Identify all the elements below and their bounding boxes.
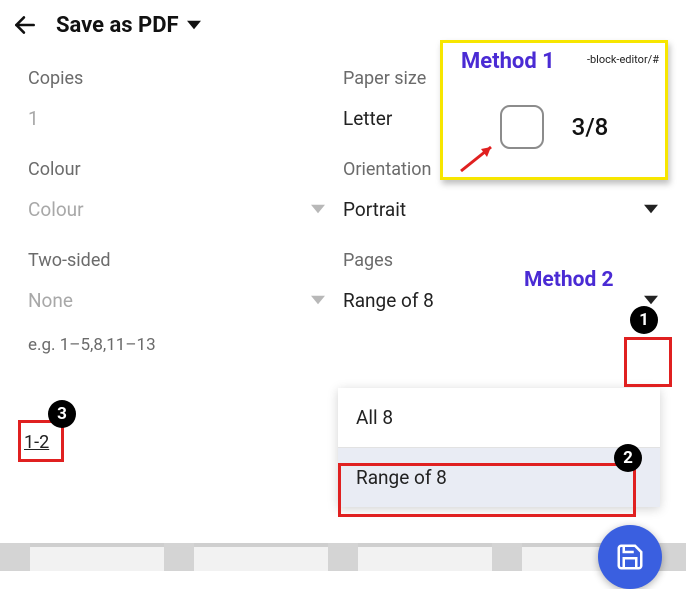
chevron-down-icon bbox=[644, 295, 658, 305]
two-sided-label: Two-sided bbox=[28, 250, 325, 271]
chevron-down-icon bbox=[311, 204, 325, 214]
range-hint: e.g. 1–5,8,11–13 bbox=[28, 335, 325, 355]
dropdown-caret-icon bbox=[187, 18, 201, 32]
chevron-down-icon bbox=[311, 295, 325, 305]
colour-select: Colour bbox=[28, 194, 325, 224]
preview-thumbnail[interactable] bbox=[30, 543, 164, 571]
page-select-checkbox[interactable] bbox=[500, 105, 544, 149]
arrow-icon bbox=[457, 141, 499, 179]
pages-option-all[interactable]: All 8 bbox=[338, 388, 660, 447]
copies-label: Copies bbox=[28, 68, 325, 89]
preview-thumbnail[interactable] bbox=[194, 543, 328, 571]
step-badge-2: 2 bbox=[614, 444, 642, 472]
colour-label: Colour bbox=[28, 159, 325, 180]
step-badge-3: 3 bbox=[48, 400, 76, 428]
copies-value: 1 bbox=[28, 103, 325, 133]
preview-thumbnail[interactable] bbox=[358, 543, 492, 571]
step-badge-1: 1 bbox=[630, 306, 658, 334]
copies-value-text: 1 bbox=[28, 107, 39, 130]
save-button[interactable] bbox=[598, 525, 662, 589]
pages-value: Range of 8 bbox=[343, 289, 434, 312]
method2-label: Method 2 bbox=[524, 268, 614, 292]
highlight-box-1 bbox=[624, 337, 672, 387]
two-sided-select: None bbox=[28, 285, 325, 315]
save-icon bbox=[615, 542, 645, 572]
two-sided-value: None bbox=[28, 289, 73, 312]
destination-dropdown[interactable]: Save as PDF bbox=[56, 13, 201, 38]
page-preview-strip bbox=[0, 543, 686, 571]
highlight-box-2 bbox=[338, 463, 636, 517]
page-count: 3/8 bbox=[572, 113, 609, 141]
method1-corner-text: -block-editor/# bbox=[587, 53, 659, 66]
paper-size-value: Letter bbox=[343, 107, 392, 130]
method1-callout: Method 1 -block-editor/# 3/8 bbox=[440, 40, 668, 180]
chevron-down-icon bbox=[644, 204, 658, 214]
destination-title: Save as PDF bbox=[56, 13, 179, 38]
colour-value: Colour bbox=[28, 198, 84, 221]
orientation-value: Portrait bbox=[343, 198, 406, 221]
back-arrow-icon[interactable] bbox=[12, 12, 38, 38]
method1-label: Method 1 bbox=[461, 49, 555, 74]
orientation-select[interactable]: Portrait bbox=[343, 194, 658, 224]
